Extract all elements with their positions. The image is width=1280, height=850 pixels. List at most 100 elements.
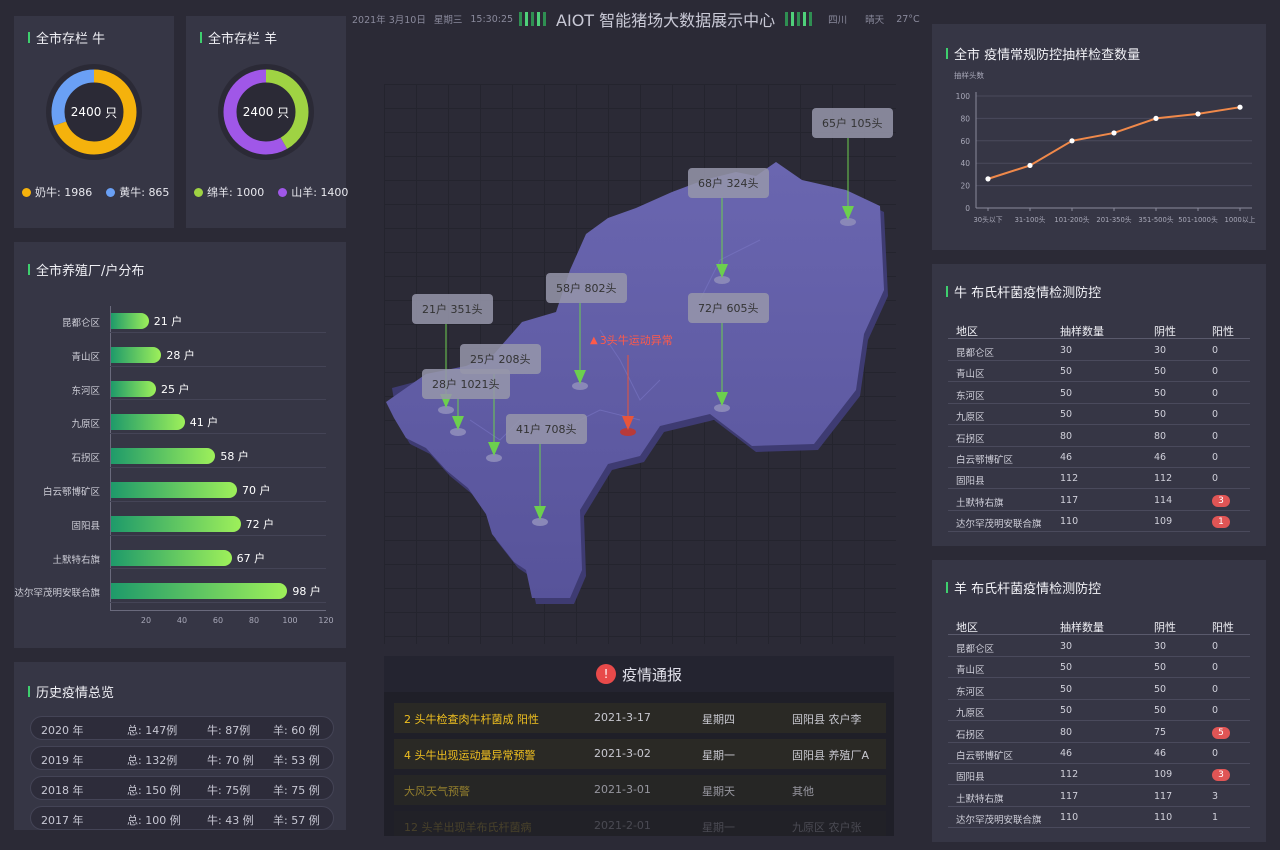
sampling-data-point[interactable] bbox=[985, 176, 991, 182]
farm-chart-gridline bbox=[110, 500, 326, 502]
map-pin-marker[interactable] bbox=[574, 370, 586, 384]
table-cell: 112 bbox=[1060, 769, 1079, 781]
map-pin-marker[interactable] bbox=[534, 506, 546, 520]
history-row[interactable]: 2017 年 总: 100 例 牛: 43 例 羊: 57 例 bbox=[30, 806, 334, 830]
table-row[interactable]: 东河区 50 50 0 bbox=[948, 679, 1250, 700]
table-row[interactable]: 固阳县 112 109 3 bbox=[948, 764, 1250, 786]
table-cell: 50 bbox=[1154, 387, 1167, 399]
map-farm-label[interactable]: 72户 605头 bbox=[688, 293, 769, 323]
farm-chart-category-label: 青山区 bbox=[71, 351, 100, 363]
table-row[interactable]: 土默特右旗 117 117 3 bbox=[948, 786, 1250, 807]
farm-chart-gridline bbox=[110, 534, 326, 536]
table-row[interactable]: 固阳县 112 112 0 bbox=[948, 468, 1250, 490]
history-total: 总: 150 例 bbox=[127, 784, 181, 797]
map-pin-marker[interactable] bbox=[452, 416, 464, 430]
alert-row[interactable]: 4 头牛出现运动量异常预警 2021-3-02 星期一 固阳县 养殖厂A bbox=[394, 739, 886, 769]
map-farm-label[interactable]: 28户 1021头 bbox=[422, 369, 510, 399]
sheep-ring-segment-goat bbox=[223, 69, 309, 155]
farm-chart-bar bbox=[111, 313, 149, 329]
sampling-data-point[interactable] bbox=[1237, 104, 1243, 110]
table-cell: 50 bbox=[1154, 409, 1167, 421]
table-cell: 昆都仑区 bbox=[956, 644, 995, 655]
map-pin-marker[interactable] bbox=[488, 442, 500, 456]
table-cell: 九原区 bbox=[956, 708, 985, 720]
alert-weekday: 星期一 bbox=[702, 749, 735, 762]
table-cell: 50 bbox=[1060, 409, 1073, 421]
map-pin-marker[interactable] bbox=[716, 392, 728, 406]
sampling-y-tick: 40 bbox=[960, 159, 970, 168]
table-row[interactable]: 青山区 50 50 0 bbox=[948, 657, 1250, 679]
header-weather: 晴天 bbox=[865, 15, 885, 26]
alert-row[interactable]: 12 头羊出现羊布氏杆菌病 2021-2-01 星期一 九原区 农户张 bbox=[394, 811, 886, 836]
map-pin-marker[interactable] bbox=[622, 416, 634, 430]
sampling-line-chart: 抽样头数 0 20 40 60 80 100 30头以下 31-100头 101-200头 201-… bbox=[954, 70, 1256, 224]
cattle-ring-segment-yellow bbox=[51, 69, 137, 155]
sampling-y-tick: 80 bbox=[960, 114, 970, 123]
sampling-data-point[interactable] bbox=[1153, 115, 1159, 121]
farm-chart-category-label: 昆都仑区 bbox=[61, 318, 100, 329]
positive-badge: 5 bbox=[1212, 726, 1230, 739]
table-row[interactable]: 东河区 50 50 0 bbox=[948, 383, 1250, 404]
table-cell: 50 bbox=[1154, 366, 1167, 378]
history-row[interactable]: 2018 年 总: 150 例 牛: 75例 羊: 75 例 bbox=[30, 776, 334, 800]
sampling-x-tick: 201-350头 bbox=[1096, 215, 1131, 224]
history-row[interactable]: 2020 年 总: 147例 牛: 87例 羊: 60 例 bbox=[30, 716, 334, 740]
table-cell: 0 bbox=[1212, 345, 1219, 356]
table-cell: 109 bbox=[1154, 769, 1173, 781]
map-pin-marker[interactable] bbox=[716, 264, 728, 278]
table-row[interactable]: 青山区 50 50 0 bbox=[948, 361, 1250, 383]
alert-date: 2021-3-01 bbox=[594, 783, 651, 796]
table-row[interactable]: 九原区 50 50 0 bbox=[948, 404, 1250, 426]
table-cell: 石拐区 bbox=[956, 433, 985, 445]
alert-event: 12 头羊出现羊布氏杆菌病 bbox=[404, 821, 532, 834]
table-row[interactable]: 昆都仑区 30 30 0 bbox=[948, 340, 1250, 361]
map-farm-label[interactable]: 58户 802头 bbox=[546, 273, 627, 303]
table-row[interactable]: 土默特右旗 117 114 3 bbox=[948, 490, 1250, 511]
map-pin-base bbox=[714, 276, 730, 284]
alert-date: 2021-2-01 bbox=[594, 819, 651, 832]
alert-weekday: 星期四 bbox=[702, 713, 735, 726]
sampling-y-tick: 60 bbox=[960, 137, 970, 146]
table-row[interactable]: 九原区 50 50 0 bbox=[948, 700, 1250, 722]
farm-chart-gridline bbox=[110, 568, 326, 570]
sampling-x-tick: 31-100头 bbox=[1015, 215, 1046, 224]
table-row[interactable]: 石拐区 80 75 5 bbox=[948, 722, 1250, 743]
table-row[interactable]: 达尔罕茂明安联合旗 110 110 1 bbox=[948, 807, 1250, 829]
table-cell: 46 bbox=[1060, 748, 1073, 759]
table-cell: 白云鄂博矿区 bbox=[956, 455, 1014, 466]
top-header: 2021年 3月10日 星期三 15:30:25 AIOT 智能猪场大数据展示中… bbox=[352, 6, 920, 32]
map-farm-label[interactable]: 65户 105头 bbox=[812, 108, 893, 138]
map-farm-label[interactable]: 68户 324头 bbox=[688, 168, 769, 198]
alert-weekday: 星期一 bbox=[702, 821, 735, 834]
farm-chart-bar bbox=[111, 414, 185, 431]
sampling-data-point[interactable] bbox=[1111, 130, 1117, 136]
sampling-data-point[interactable] bbox=[1069, 138, 1075, 144]
sampling-y-tick: 20 bbox=[960, 182, 970, 191]
table-row[interactable]: 石拐区 80 80 0 bbox=[948, 426, 1250, 447]
history-year: 2017 年 bbox=[41, 814, 84, 827]
sampling-x-tick: 1000以上 bbox=[1225, 215, 1256, 224]
map-farm-label[interactable]: 21户 351头 bbox=[412, 294, 493, 324]
cattle-legend: 奶牛: 1986 黄牛: 865 bbox=[22, 184, 169, 200]
alert-row[interactable]: 大风天气预警 2021-3-01 星期天 其他 bbox=[394, 775, 886, 805]
alert-row[interactable]: 2 头牛检查肉牛杆菌成 阳性 2021-3-17 星期四 固阳县 农户李 bbox=[394, 703, 886, 733]
table-header-cell: 抽样数量 bbox=[1060, 325, 1104, 338]
history-total: 总: 132例 bbox=[127, 754, 178, 767]
farm-chart-gridline bbox=[110, 399, 326, 401]
table-cell: 110 bbox=[1060, 516, 1079, 528]
map-pin-base bbox=[572, 382, 588, 390]
sampling-data-point[interactable] bbox=[1027, 162, 1033, 169]
map-pin-base bbox=[714, 404, 730, 412]
map-pin-marker[interactable] bbox=[842, 206, 854, 220]
table-row[interactable]: 白云鄂博矿区 46 46 0 bbox=[948, 447, 1250, 468]
farm-distribution-panel: 全市养殖厂/户分布 昆都仑区 21 户青山区 28 户东河区 25 户九原区 41 户石… bbox=[14, 242, 346, 648]
sampling-data-point[interactable] bbox=[1195, 111, 1201, 117]
history-row[interactable]: 2019 年 总: 132例 牛: 70 例 羊: 53 例 bbox=[30, 746, 334, 770]
map-alert-label[interactable]: ▲ 3头牛运动异常 bbox=[590, 334, 673, 347]
table-row[interactable]: 昆都仑区 30 30 0 bbox=[948, 636, 1250, 657]
sampling-y-tick: 100 bbox=[956, 92, 971, 101]
table-row[interactable]: 达尔罕茂明安联合旗 110 109 1 bbox=[948, 511, 1250, 533]
map-farm-label[interactable]: 41户 708头 bbox=[506, 414, 587, 444]
table-row[interactable]: 白云鄂博矿区 46 46 0 bbox=[948, 743, 1250, 764]
